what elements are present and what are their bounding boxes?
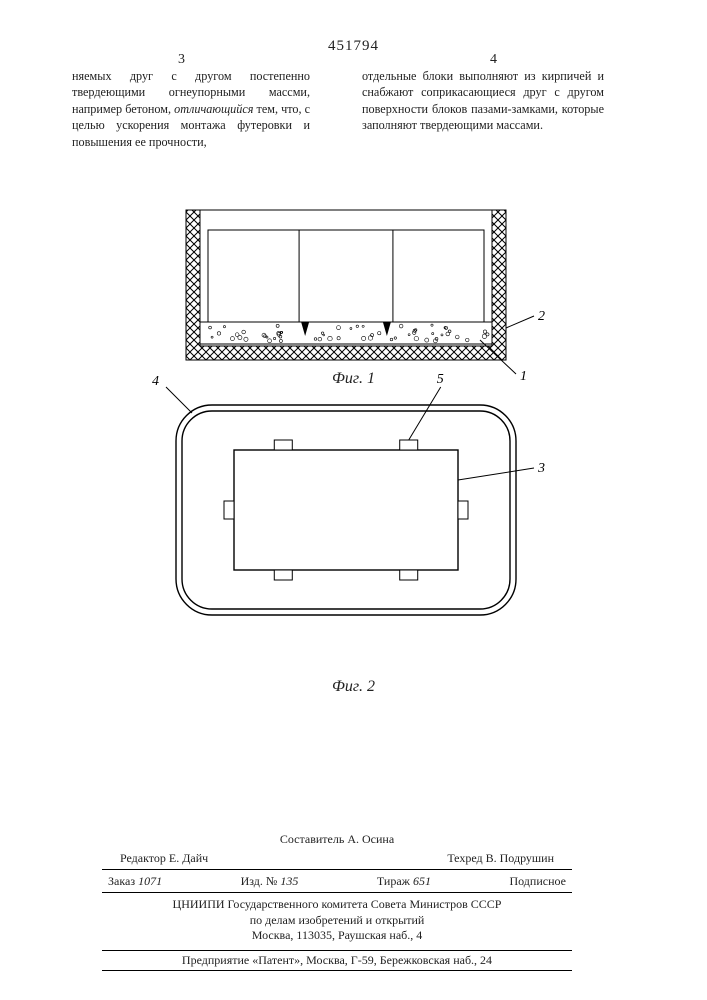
compiler-label: Составитель [280,832,344,846]
order-label: Заказ [108,874,135,888]
izd-number: 135 [280,874,298,888]
patent-number: 451794 [0,38,707,55]
compiler-name: А. Осина [347,832,394,846]
org-line-3: Москва, 113035, Раушская наб., 4 [252,928,423,942]
column-number-left: 3 [178,52,185,68]
izd-cell: Изд. № 135 [241,874,299,889]
tech-cell: Техред В. Подрушин [447,851,554,866]
org-line-2: по делам изобретений и открытий [250,913,425,927]
col-left-span: няемых друг с другом постепенно твердеющ… [72,69,310,149]
compiler-row: Составитель А. Осина [102,832,572,847]
svg-text:2: 2 [538,309,545,324]
tirazh-label: Тираж [377,874,410,888]
order-row: Заказ 1071 Изд. № 135 Тираж 651 Подписно… [102,870,572,893]
order-number: 1071 [138,874,162,888]
editor-tech-row: Редактор Е. Дайч Техред В. Подрушин [102,851,572,870]
order-cell: Заказ 1071 [108,874,162,889]
org-line-1: ЦНИИПИ Государственного комитета Совета … [173,897,502,911]
figure-1-caption: Фиг. 1 [0,370,707,388]
printer-row: Предприятие «Патент», Москва, Г-59, Бере… [102,950,572,971]
tech-label: Техред [447,851,482,865]
imprint-block: Составитель А. Осина Редактор Е. Дайч Те… [102,832,572,971]
column-number-right: 4 [490,52,497,68]
org-block: ЦНИИПИ Государственного комитета Совета … [102,893,572,944]
figure-1: 21 [186,210,545,384]
figure-2: 453 [152,372,545,615]
right-column-text: отдельные блоки выполняют из кирпичей и … [362,68,604,134]
editor-cell: Редактор Е. Дайч [120,851,208,866]
podpis-cell: Подписное [509,874,566,889]
svg-text:3: 3 [537,461,545,476]
figures-svg: 21 453 [126,200,566,710]
left-column-text: няемых друг с другом постепенно твердеющ… [72,68,310,150]
editor-name: Е. Дайч [169,851,208,865]
tirazh-number: 651 [413,874,431,888]
editor-label: Редактор [120,851,166,865]
tech-name: В. Подрушин [486,851,554,865]
figure-2-caption: Фиг. 2 [0,678,707,696]
izd-label: Изд. № [241,874,278,888]
tirazh-cell: Тираж 651 [377,874,431,889]
